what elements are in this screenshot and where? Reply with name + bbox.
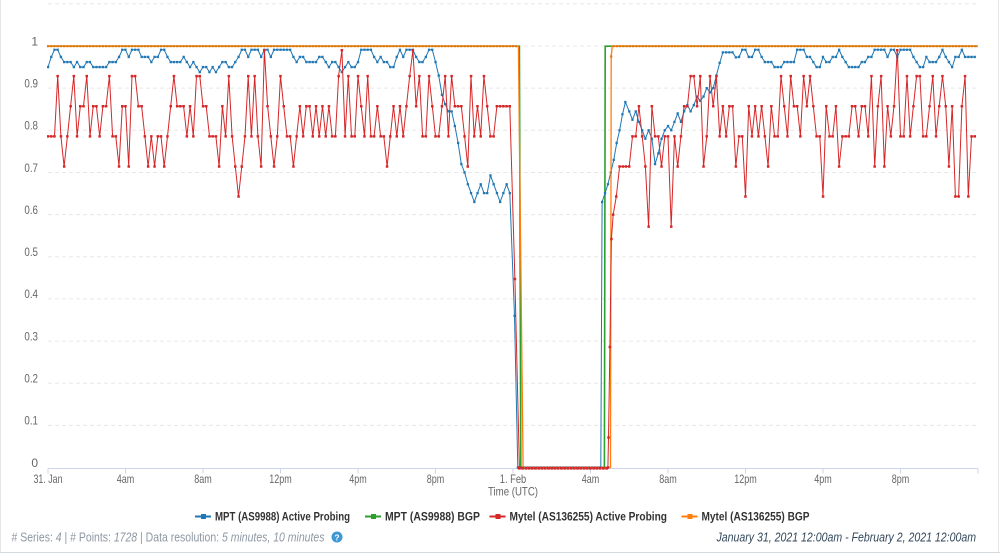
- svg-text:Mytel (AS136255) BGP: Mytel (AS136255) BGP: [702, 512, 810, 524]
- svg-text:4pm: 4pm: [349, 472, 367, 486]
- svg-text:4am: 4am: [582, 472, 600, 486]
- svg-text:12pm: 12pm: [734, 472, 757, 486]
- svg-text:0.3: 0.3: [24, 329, 38, 343]
- svg-text:12pm: 12pm: [269, 472, 292, 486]
- svg-text:Mytel (AS136255) Active Probin: Mytel (AS136255) Active Probing: [510, 512, 668, 524]
- svg-text:8pm: 8pm: [892, 472, 910, 486]
- svg-text:0.5: 0.5: [24, 245, 38, 259]
- svg-text:1. Feb: 1. Feb: [500, 472, 527, 486]
- svg-text:0.4: 0.4: [24, 287, 38, 301]
- svg-text:0.7: 0.7: [24, 161, 38, 175]
- svg-text:?: ?: [334, 533, 339, 543]
- svg-text:0: 0: [31, 456, 38, 470]
- svg-text:0.1: 0.1: [24, 414, 38, 428]
- svg-text:Time (UTC): Time (UTC): [488, 485, 538, 499]
- svg-text:0.9: 0.9: [24, 76, 38, 90]
- svg-text:31. Jan: 31. Jan: [34, 472, 63, 486]
- svg-text:8am: 8am: [659, 472, 677, 486]
- svg-text:MPT (AS9988) BGP: MPT (AS9988) BGP: [385, 512, 480, 524]
- svg-text:4am: 4am: [117, 472, 135, 486]
- svg-text:8pm: 8pm: [427, 472, 445, 486]
- svg-text:January 31, 2021 12:00am - Feb: January 31, 2021 12:00am - February 2, 2…: [716, 530, 976, 545]
- svg-text:0.6: 0.6: [24, 203, 38, 217]
- svg-text:MPT (AS9988) Active Probing: MPT (AS9988) Active Probing: [215, 512, 350, 524]
- svg-text:0.8: 0.8: [24, 119, 38, 133]
- svg-text:0.2: 0.2: [24, 372, 38, 386]
- svg-text:# Series: 4 | # Points: 1728 |: # Series: 4 | # Points: 1728 | Data reso…: [12, 531, 325, 545]
- svg-text:1: 1: [31, 34, 38, 48]
- svg-text:4pm: 4pm: [814, 472, 832, 486]
- svg-text:8am: 8am: [194, 472, 212, 486]
